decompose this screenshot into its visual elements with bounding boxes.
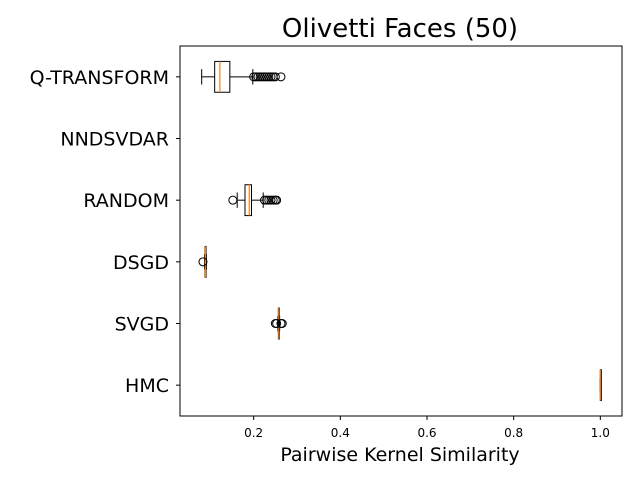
category-label: HMC [125,375,169,397]
box-iqr [244,184,252,217]
flier-point [272,319,282,328]
box-group [599,369,602,402]
flier-point [249,72,259,82]
flier-point [272,195,282,205]
flier-point [266,195,276,205]
box-group [198,245,208,278]
flier-point [277,319,287,328]
flier-point [255,72,265,82]
flier-point [262,195,272,205]
category-label: RANDOM [83,190,169,212]
y-tick-marks [176,76,180,386]
flier-point [260,195,269,205]
flier-point [260,72,269,82]
x-tick-label: 0.4 [331,426,350,440]
box-group [201,60,286,93]
category-label: Q-TRANSFORM [30,67,169,89]
category-label: SVGD [115,314,169,336]
x-tick-label: 1.0 [591,426,610,440]
x-axis-label: Pairwise Kernel Similarity [280,444,519,466]
flier-point [270,72,280,82]
flier-point [268,195,278,205]
x-axis-ticks: 0.2 0.4 0.6 0.8 1.0 [244,416,610,440]
category-labels: Q-TRANSFORM NNDSVDAR RANDOM DSGD SVGD HMC [30,67,169,397]
category-label: DSGD [113,252,169,274]
flier-point [276,72,286,82]
box-group [228,184,282,217]
flier-point [266,72,276,82]
plot-frame [179,45,623,417]
flier-point [264,72,274,82]
flier-point [257,72,267,82]
flier-point [198,257,208,267]
flier-point [253,72,263,82]
x-tick-label: 0.2 [244,426,263,440]
flier-point [228,195,238,205]
box-series [198,60,602,402]
x-tick-label: 0.8 [504,426,523,440]
category-label: NNDSVDAR [60,129,169,151]
box-group [270,307,287,340]
chart-title: Olivetti Faces (50) [282,14,518,44]
flier-point [251,72,261,82]
x-tick-label: 0.6 [417,426,436,440]
box-iqr [214,60,231,93]
flier-point [262,72,272,82]
